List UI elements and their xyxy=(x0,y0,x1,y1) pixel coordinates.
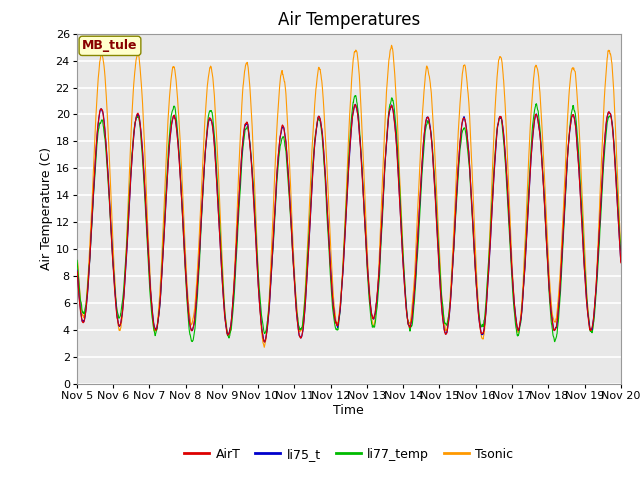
X-axis label: Time: Time xyxy=(333,404,364,417)
Text: MB_tule: MB_tule xyxy=(82,39,138,52)
Title: Air Temperatures: Air Temperatures xyxy=(278,11,420,29)
Legend: AirT, li75_t, li77_temp, Tsonic: AirT, li75_t, li77_temp, Tsonic xyxy=(179,443,518,466)
Y-axis label: Air Temperature (C): Air Temperature (C) xyxy=(40,147,53,270)
